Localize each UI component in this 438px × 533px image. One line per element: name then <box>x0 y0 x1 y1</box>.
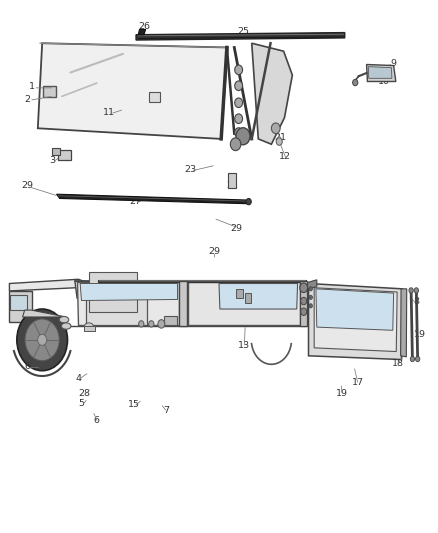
Ellipse shape <box>59 317 69 323</box>
Circle shape <box>235 98 243 108</box>
Circle shape <box>235 114 243 124</box>
Polygon shape <box>252 43 292 144</box>
Text: 9: 9 <box>391 59 397 68</box>
Text: 22: 22 <box>226 181 238 190</box>
Circle shape <box>158 320 165 328</box>
Text: 6: 6 <box>24 362 30 371</box>
Circle shape <box>300 297 307 305</box>
Text: 25: 25 <box>237 27 249 36</box>
Polygon shape <box>138 29 146 35</box>
FancyBboxPatch shape <box>58 150 71 160</box>
FancyBboxPatch shape <box>52 149 60 155</box>
Text: 23: 23 <box>184 165 197 174</box>
Polygon shape <box>22 310 66 317</box>
Text: 29: 29 <box>230 224 243 233</box>
Circle shape <box>300 308 307 316</box>
Bar <box>11 295 27 310</box>
Text: 29: 29 <box>208 247 221 256</box>
Circle shape <box>272 123 280 134</box>
Polygon shape <box>86 296 147 325</box>
Text: 7: 7 <box>163 406 169 415</box>
Text: 21: 21 <box>274 133 286 142</box>
Circle shape <box>409 288 413 293</box>
Circle shape <box>17 309 67 370</box>
Text: 10: 10 <box>378 77 390 86</box>
Bar <box>245 293 251 303</box>
Polygon shape <box>75 281 106 298</box>
Text: 15: 15 <box>128 400 140 409</box>
Text: 18: 18 <box>392 359 404 368</box>
Polygon shape <box>98 281 136 300</box>
Circle shape <box>309 304 312 308</box>
Circle shape <box>139 321 144 327</box>
Text: 16: 16 <box>330 304 342 313</box>
Bar <box>237 289 243 298</box>
Polygon shape <box>80 284 177 301</box>
Circle shape <box>309 295 312 300</box>
Text: 13: 13 <box>238 341 251 350</box>
Text: 28: 28 <box>78 389 91 398</box>
Polygon shape <box>38 43 228 139</box>
Polygon shape <box>10 279 98 291</box>
Circle shape <box>235 128 243 138</box>
Circle shape <box>353 79 358 86</box>
Circle shape <box>410 357 415 362</box>
Bar <box>179 281 187 326</box>
Text: 11: 11 <box>103 108 115 117</box>
Polygon shape <box>314 288 397 352</box>
Circle shape <box>38 334 47 345</box>
Polygon shape <box>57 194 250 204</box>
Bar <box>84 326 95 332</box>
Circle shape <box>235 81 243 91</box>
Polygon shape <box>307 280 317 289</box>
Polygon shape <box>136 33 345 40</box>
FancyBboxPatch shape <box>228 173 237 188</box>
Polygon shape <box>77 282 179 325</box>
Text: 17: 17 <box>352 378 364 387</box>
Circle shape <box>236 128 250 145</box>
Circle shape <box>149 321 154 327</box>
Text: 29: 29 <box>21 181 33 190</box>
Polygon shape <box>10 291 32 322</box>
Bar <box>300 281 307 326</box>
FancyBboxPatch shape <box>43 86 56 98</box>
Text: 19: 19 <box>414 330 426 339</box>
Text: 6: 6 <box>94 416 100 425</box>
Circle shape <box>230 138 241 151</box>
Text: 2: 2 <box>25 94 31 103</box>
Ellipse shape <box>85 323 93 329</box>
Text: 26: 26 <box>139 22 151 31</box>
Text: 12: 12 <box>279 152 290 161</box>
Circle shape <box>276 138 283 146</box>
Ellipse shape <box>61 323 71 329</box>
Polygon shape <box>368 67 392 78</box>
Circle shape <box>309 287 312 291</box>
Polygon shape <box>98 280 306 282</box>
Circle shape <box>25 319 60 361</box>
Text: 19: 19 <box>336 389 348 398</box>
Polygon shape <box>316 289 394 330</box>
Polygon shape <box>188 282 300 325</box>
Polygon shape <box>219 284 297 309</box>
Circle shape <box>300 283 307 293</box>
Circle shape <box>246 198 251 205</box>
Polygon shape <box>308 284 403 360</box>
Circle shape <box>416 357 420 362</box>
Polygon shape <box>367 64 396 82</box>
FancyBboxPatch shape <box>149 92 160 102</box>
Text: 3: 3 <box>49 156 55 165</box>
Circle shape <box>414 288 419 293</box>
Text: 1: 1 <box>29 82 35 91</box>
Text: 5: 5 <box>78 399 85 408</box>
Polygon shape <box>401 289 407 357</box>
Text: 27: 27 <box>129 197 141 206</box>
Bar <box>89 272 137 312</box>
Text: 4: 4 <box>75 374 81 383</box>
Circle shape <box>235 65 243 75</box>
Bar <box>164 317 177 325</box>
Text: 8: 8 <box>413 296 419 305</box>
